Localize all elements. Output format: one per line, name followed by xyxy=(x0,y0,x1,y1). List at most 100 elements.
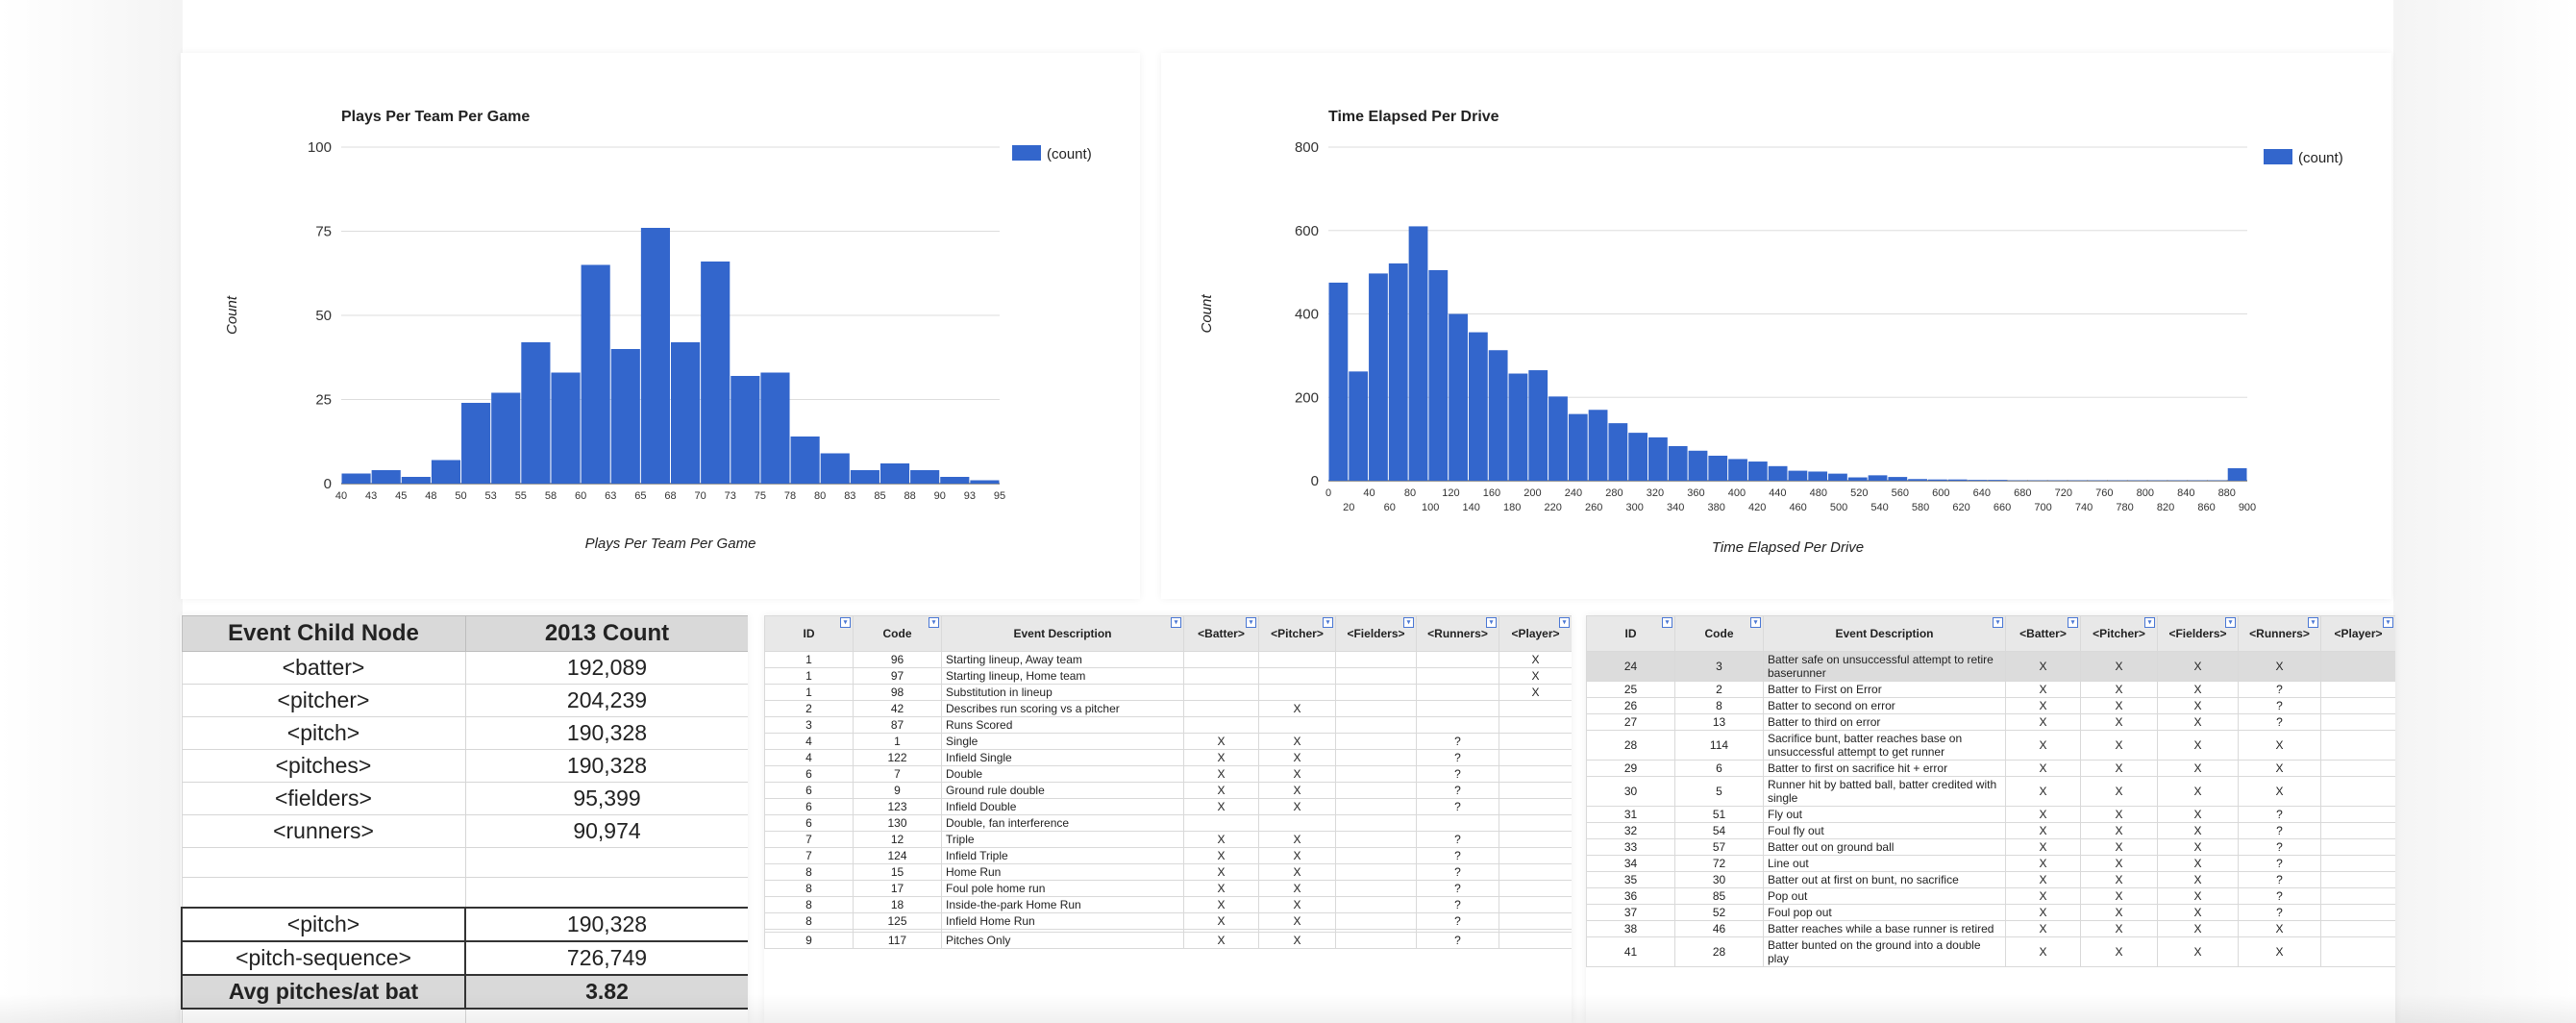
grid-cell[interactable] xyxy=(2320,681,2395,698)
grid-cell[interactable]: 1 xyxy=(764,651,854,668)
grid-cell[interactable]: ? xyxy=(1416,932,1499,949)
grid-cell[interactable]: Infield Home Run xyxy=(941,912,1184,930)
grid-cell[interactable] xyxy=(1183,651,1259,668)
grid-cell[interactable]: X xyxy=(2157,760,2239,777)
grid-cell[interactable]: X xyxy=(1258,700,1336,717)
grid-cell[interactable]: X xyxy=(2080,776,2158,807)
grid-cell[interactable]: X xyxy=(2005,697,2081,714)
grid-cell[interactable]: 97 xyxy=(853,667,942,685)
grid-cell[interactable]: 30 xyxy=(1586,776,1675,807)
grid-cell[interactable] xyxy=(1335,765,1417,783)
grid-cell[interactable] xyxy=(2320,855,2395,872)
grid-cell[interactable] xyxy=(1499,847,1572,864)
grid-cell[interactable]: X xyxy=(2080,904,2158,921)
grid-cell[interactable]: X xyxy=(1258,733,1336,750)
grid-cell[interactable]: X xyxy=(2157,651,2239,682)
grid-cell[interactable]: X xyxy=(2157,855,2239,872)
grid-cell[interactable]: 6 xyxy=(1674,760,1764,777)
grid-cell[interactable]: X xyxy=(1499,667,1572,685)
grid-cell[interactable] xyxy=(2320,730,2395,761)
grid-cell[interactable]: X xyxy=(2157,920,2239,937)
grid-cell[interactable]: X xyxy=(2080,651,2158,682)
grid-cell[interactable]: 87 xyxy=(853,716,942,734)
filter-dropdown-icon[interactable]: ▾ xyxy=(1171,617,1181,628)
grid-cell[interactable]: 85 xyxy=(1674,887,1764,905)
grid-cell[interactable]: Pop out xyxy=(1763,887,2006,905)
grid-cell[interactable]: X xyxy=(1183,912,1259,930)
grid-cell[interactable]: X xyxy=(2005,904,2081,921)
grid-cell[interactable]: X xyxy=(1499,684,1572,701)
grid-cell[interactable] xyxy=(1499,814,1572,832)
grid-cell[interactable]: Batter out at first on bunt, no sacrific… xyxy=(1763,871,2006,888)
grid-cell[interactable]: 57 xyxy=(1674,838,1764,856)
column-header[interactable]: <Batter> ▾ xyxy=(2005,615,2081,652)
grid-cell[interactable]: X xyxy=(1258,831,1336,848)
grid-cell[interactable] xyxy=(2320,871,2395,888)
grid-cell[interactable]: X xyxy=(1183,831,1259,848)
grid-cell[interactable]: Home Run xyxy=(941,863,1184,881)
column-header[interactable]: Event Description ▾ xyxy=(1763,615,2006,652)
grid-cell[interactable]: Starting lineup, Away team xyxy=(941,651,1184,668)
column-header[interactable]: <Player> ▾ xyxy=(2320,615,2395,652)
grid-cell[interactable]: 25 xyxy=(1586,681,1675,698)
grid-cell[interactable]: 8 xyxy=(764,912,854,930)
grid-cell[interactable]: X xyxy=(2157,681,2239,698)
grid-cell[interactable]: 8 xyxy=(1674,697,1764,714)
grid-cell[interactable]: X xyxy=(2005,681,2081,698)
grid-cell[interactable] xyxy=(1335,651,1417,668)
grid-cell[interactable]: X xyxy=(1258,932,1336,949)
grid-cell[interactable]: ? xyxy=(2238,697,2321,714)
grid-cell[interactable]: 6 xyxy=(764,798,854,815)
grid-cell[interactable]: X xyxy=(2005,838,2081,856)
grid-cell[interactable]: 41 xyxy=(1586,936,1675,967)
grid-cell[interactable]: Batter to second on error xyxy=(1763,697,2006,714)
grid-cell[interactable] xyxy=(1335,667,1417,685)
grid-cell[interactable] xyxy=(1335,912,1417,930)
grid-cell[interactable] xyxy=(1499,896,1572,913)
grid-cell[interactable]: X xyxy=(2157,871,2239,888)
grid-cell[interactable]: X xyxy=(2080,681,2158,698)
grid-cell[interactable]: Runner hit by batted ball, batter credit… xyxy=(1763,776,2006,807)
grid-cell[interactable] xyxy=(1416,684,1499,701)
grid-cell[interactable]: 3 xyxy=(764,716,854,734)
grid-cell[interactable]: ? xyxy=(2238,822,2321,839)
grid-cell[interactable] xyxy=(1416,651,1499,668)
grid-cell[interactable]: 1 xyxy=(764,667,854,685)
column-header[interactable]: ID ▾ xyxy=(764,615,854,652)
column-header[interactable]: <Fielders> ▾ xyxy=(1335,615,1417,652)
grid-cell[interactable]: X xyxy=(2080,713,2158,731)
column-header[interactable]: ID ▾ xyxy=(1586,615,1675,652)
grid-cell[interactable]: 124 xyxy=(853,847,942,864)
grid-cell[interactable]: Batter to first on sacrifice hit + error xyxy=(1763,760,2006,777)
grid-cell[interactable]: X xyxy=(1183,863,1259,881)
grid-cell[interactable]: 4 xyxy=(764,749,854,766)
grid-cell[interactable] xyxy=(1499,912,1572,930)
grid-cell[interactable]: 33 xyxy=(1586,838,1675,856)
grid-cell[interactable]: 35 xyxy=(1586,871,1675,888)
grid-cell[interactable] xyxy=(1335,814,1417,832)
grid-cell[interactable] xyxy=(1416,667,1499,685)
grid-cell[interactable]: Ground rule double xyxy=(941,782,1184,799)
column-header[interactable]: Code ▾ xyxy=(853,615,942,652)
grid-cell[interactable]: X xyxy=(2080,806,2158,823)
grid-cell[interactable] xyxy=(1416,700,1499,717)
grid-cell[interactable]: X xyxy=(1183,782,1259,799)
grid-cell[interactable] xyxy=(1258,684,1336,701)
grid-cell[interactable]: Double, fan interference xyxy=(941,814,1184,832)
filter-dropdown-icon[interactable]: ▾ xyxy=(1246,617,1256,628)
grid-cell[interactable]: Substitution in lineup xyxy=(941,684,1184,701)
grid-cell[interactable] xyxy=(1416,814,1499,832)
grid-cell[interactable]: ? xyxy=(2238,681,2321,698)
grid-cell[interactable]: 6 xyxy=(764,814,854,832)
grid-cell[interactable]: Infield Single xyxy=(941,749,1184,766)
grid-cell[interactable] xyxy=(1258,667,1336,685)
grid-cell[interactable]: X xyxy=(2080,871,2158,888)
grid-cell[interactable]: X xyxy=(2157,887,2239,905)
grid-cell[interactable]: Infield Triple xyxy=(941,847,1184,864)
grid-cell[interactable]: Foul pop out xyxy=(1763,904,2006,921)
grid-cell[interactable] xyxy=(1335,831,1417,848)
grid-cell[interactable] xyxy=(1335,847,1417,864)
grid-cell[interactable]: 72 xyxy=(1674,855,1764,872)
grid-cell[interactable]: X xyxy=(2157,806,2239,823)
column-header[interactable]: <Pitcher> ▾ xyxy=(2080,615,2158,652)
